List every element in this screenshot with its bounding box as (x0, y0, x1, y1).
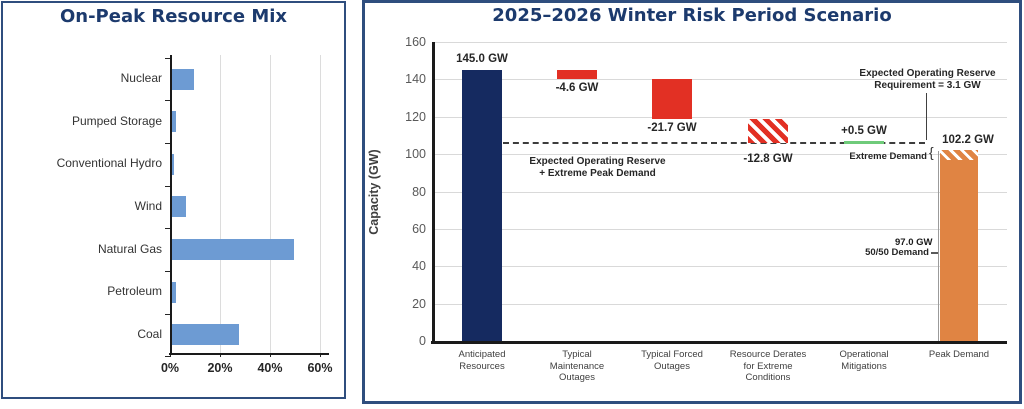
bar-petroleum (171, 281, 176, 303)
left-category-label: Conventional Hydro (56, 156, 162, 171)
right-category-label: Peak Demand (928, 349, 990, 360)
right-gridline (434, 228, 1007, 230)
segment-value-label: -21.7 GW (647, 122, 697, 135)
left-axis-tick (165, 356, 170, 358)
segment-value-label: -12.8 GW (743, 153, 793, 166)
right-gridline (434, 154, 1007, 156)
left-x-tick-label: 40% (257, 361, 283, 375)
left-axis-tick (165, 57, 170, 59)
right-chart-title: 2025–2026 Winter Risk Period Scenario (492, 5, 892, 26)
left-x-tick (270, 353, 271, 357)
segment-operational-mitigations (844, 141, 884, 145)
bar-nuclear (171, 68, 194, 90)
right-category-label: Typical Forced Outages (641, 349, 703, 372)
left-gridline (220, 55, 221, 353)
right-category-label: Resource Derates for Extreme Conditions (729, 349, 807, 383)
left-category-label: Natural Gas (97, 241, 162, 256)
right-y-tick-label: 140 (405, 72, 426, 87)
left-gridline (320, 55, 321, 353)
right-x-axis (431, 341, 1007, 344)
reference-line-label: Expected Operating Reserve + Extreme Pea… (529, 156, 666, 179)
left-category-label: Nuclear (120, 71, 162, 85)
demand-bar-guide-line (938, 151, 939, 341)
reserve-requirement-connector (926, 93, 927, 140)
segment-value-label: 145.0 GW (456, 53, 508, 66)
right-gridline (434, 116, 1007, 118)
right-gridline (434, 42, 1007, 43)
left-category-label: Wind (134, 198, 162, 213)
right-y-axis-title: Capacity (GW) (367, 149, 381, 235)
left-category-label: Petroleum (107, 284, 162, 299)
right-y-tick-label: 160 (405, 35, 426, 49)
left-axis-tick (165, 142, 170, 144)
left-x-tick (170, 353, 171, 357)
left-axis-tick (165, 270, 170, 272)
right-y-tick-label: 40 (412, 259, 426, 274)
left-axis-tick (165, 185, 170, 187)
left-x-tick (320, 353, 321, 357)
left-x-tick (220, 353, 221, 357)
right-category-label: Anticipated Resources (458, 349, 506, 372)
right-gridline (434, 191, 1007, 193)
left-axis-tick (165, 228, 170, 230)
segment-anticipated-resources (462, 70, 502, 341)
bar-wind (171, 196, 186, 218)
bar-coal (171, 324, 239, 346)
bar-conventional-hydro (171, 153, 174, 175)
left-chart-title: On-Peak Resource Mix (59, 6, 288, 27)
right-gridline (434, 79, 1007, 81)
segment-resource-derates-for-extreme-conditions (748, 119, 788, 144)
left-category-label: Coal (137, 326, 162, 341)
segment-typical-maintenance-outages (557, 70, 597, 79)
right-y-tick-label: 20 (412, 296, 426, 311)
reference-dashed-line (503, 142, 925, 145)
reserve-requirement-label: Expected Operating Reserve Requirement =… (859, 68, 996, 91)
right-y-tick-label: 100 (405, 147, 426, 162)
segment-value-label: 97.0 GW (895, 237, 933, 248)
left-axis-tick (165, 313, 170, 315)
segment-typical-forced-outages (652, 78, 692, 120)
right-y-tick-label: 80 (412, 184, 426, 199)
segment-value-label: 102.2 GW (942, 134, 994, 146)
left-gridline (270, 55, 271, 353)
extreme-demand-label: Extreme Demand (849, 151, 927, 162)
right-gridline (434, 266, 1007, 268)
brace-icon: { (929, 144, 934, 160)
left-y-axis (170, 55, 172, 353)
segment-peak-demand (940, 150, 978, 160)
left-axis-tick (165, 100, 170, 102)
right-category-label: Operational Mitigations (839, 349, 889, 372)
segment-peak-demand (940, 159, 978, 341)
fifty-fifty-demand-label: 50/50 Demand (865, 247, 929, 258)
left-x-tick-label: 60% (307, 361, 333, 375)
right-y-axis (432, 42, 435, 344)
bar-natural-gas (171, 239, 294, 261)
right-y-tick-label: 60 (412, 221, 426, 236)
left-x-tick-label: 0% (160, 361, 180, 375)
right-category-label: Typical Maintenance Outages (549, 349, 605, 383)
right-gridline (434, 303, 1007, 305)
segment-value-label: +0.5 GW (841, 125, 887, 138)
left-x-tick-label: 20% (207, 361, 233, 375)
left-x-axis (169, 353, 329, 355)
left-category-label: Pumped Storage (71, 113, 162, 128)
fifty-fifty-leader (931, 252, 938, 254)
bar-pumped-storage (171, 111, 176, 133)
segment-value-label: -4.6 GW (555, 81, 599, 94)
right-y-tick-label: 120 (405, 109, 426, 124)
right-y-tick-label: 0 (419, 334, 426, 348)
